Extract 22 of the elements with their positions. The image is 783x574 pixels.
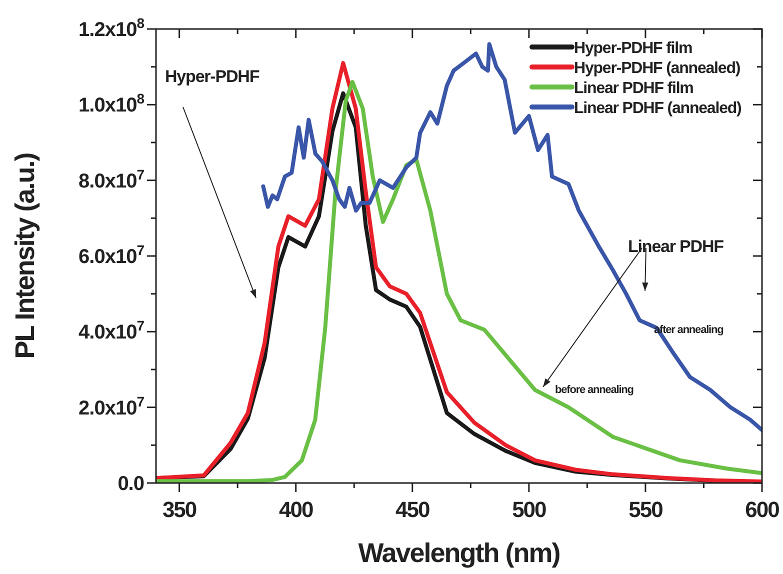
annotation: before annealing: [555, 384, 634, 396]
y-tick-label: 6.0x10$^{7}$: [78, 242, 145, 268]
x-tick-label: 500: [512, 497, 547, 522]
x-tick-label: 600: [745, 497, 780, 522]
y-tick-label: 8.0x10$^{7}$: [78, 166, 145, 192]
legend-label: Hyper-PDHF (annealed): [574, 60, 740, 77]
annotation: Linear PDHF: [628, 237, 724, 256]
y-tick-label: 0.0: [118, 473, 144, 495]
legend-label: Hyper-PDHF film: [574, 40, 692, 57]
y-tick-label: 1.0x10$^{8}$: [78, 90, 145, 117]
x-tick-label: 400: [278, 497, 314, 522]
y-axis-title: PL Intensity (a.u.): [10, 153, 40, 359]
legend-label: Linear PDHF film: [574, 80, 694, 97]
x-tick-label: 350: [162, 497, 197, 522]
y-tick-label: 1.2x10$^{8}$: [78, 15, 145, 41]
y-tick-label: 2.0x10$^{7}$: [78, 393, 145, 420]
x-axis-title: Wavelength (nm): [358, 538, 560, 568]
legend-label: Linear PDHF (annealed): [574, 100, 742, 117]
x-tick-label: 450: [396, 497, 430, 522]
y-tick-label: 4.0x10$^{7}$: [78, 318, 145, 344]
x-tick-label: 550: [628, 497, 664, 522]
annotation: Hyper-PDHF: [165, 67, 260, 86]
